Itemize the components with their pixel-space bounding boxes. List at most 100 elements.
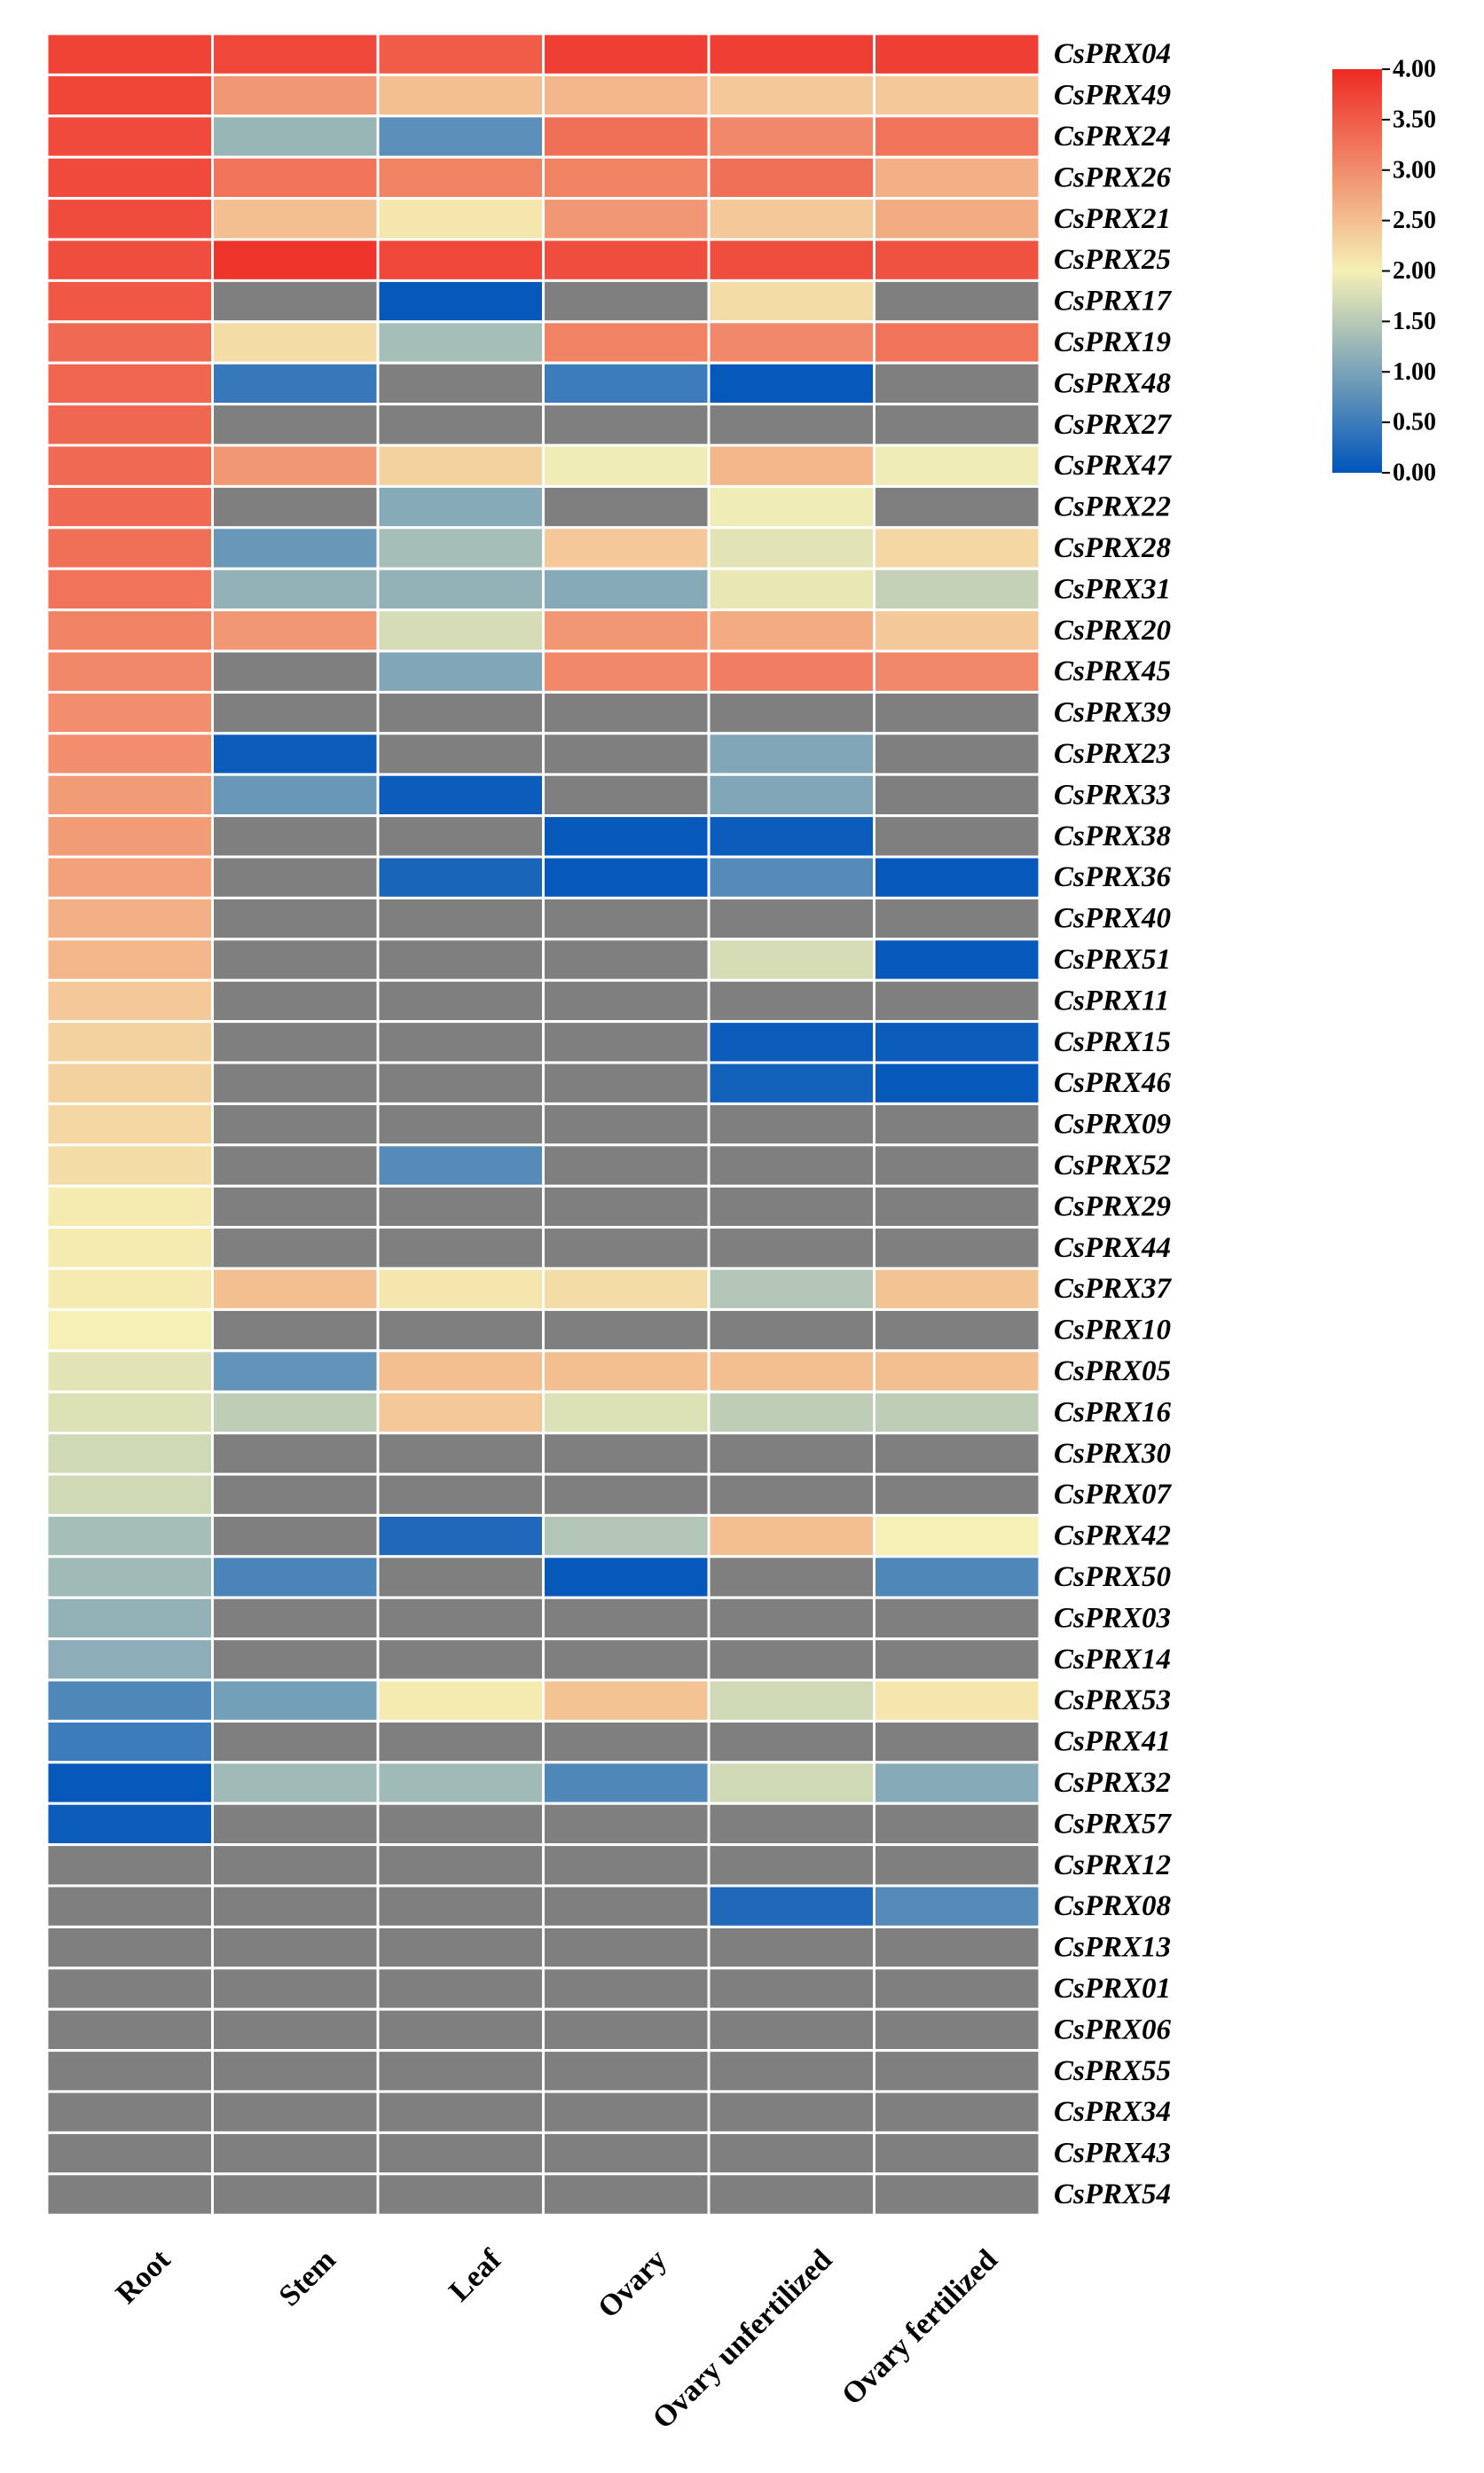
heatmap-cell-csprx52-4 (542, 1143, 711, 1188)
heatmap-cell-csprx15-5 (707, 1020, 875, 1064)
heatmap-cell-csprx49-5 (707, 73, 875, 118)
heatmap-cell-csprx30-4 (542, 1432, 711, 1476)
row-label-csprx34: CsPRX34 (1054, 2096, 1171, 2128)
heatmap-cell-csprx01-4 (542, 1967, 711, 2011)
heatmap-cell-csprx47-5 (707, 444, 875, 488)
heatmap-cell-csprx34-6 (873, 2090, 1041, 2134)
heatmap-cell-csprx27-1 (45, 403, 214, 447)
heatmap-cell-csprx43-1 (45, 2131, 214, 2176)
heatmap-cell-csprx48-4 (542, 361, 711, 406)
heatmap-cell-csprx05-6 (873, 1349, 1041, 1394)
heatmap-cell-csprx10-1 (45, 1307, 214, 1353)
heatmap-cell-csprx57-1 (45, 1802, 214, 1847)
heatmap-cell-csprx47-6 (873, 444, 1041, 488)
heatmap-cell-csprx41-5 (707, 1719, 875, 1764)
row-label-csprx45: CsPRX45 (1054, 656, 1171, 687)
heatmap-cell-csprx30-3 (376, 1432, 545, 1476)
row-label-csprx36: CsPRX36 (1054, 861, 1172, 893)
row-label-csprx05: CsPRX05 (1054, 1355, 1171, 1387)
heatmap-cell-csprx25-6 (873, 238, 1041, 282)
heatmap-cell-csprx38-6 (873, 814, 1041, 859)
heatmap-cell-csprx28-1 (45, 526, 214, 570)
heatmap-cell-csprx08-4 (542, 1884, 711, 1928)
row-label-csprx20: CsPRX20 (1054, 615, 1171, 647)
heatmap-cell-csprx01-5 (707, 1967, 875, 2011)
row-label-csprx27: CsPRX27 (1054, 409, 1173, 441)
heatmap-cell-csprx20-3 (376, 608, 545, 653)
heatmap-cell-csprx34-1 (45, 2090, 214, 2134)
heatmap-cell-csprx21-5 (707, 197, 875, 241)
row-label-csprx26: CsPRX26 (1054, 161, 1172, 193)
colorbar-gradient (1332, 69, 1382, 473)
heatmap-cell-csprx53-2 (211, 1678, 380, 1723)
heatmap-cell-csprx09-1 (45, 1102, 214, 1147)
row-label-csprx14: CsPRX14 (1054, 1644, 1171, 1676)
heatmap-cell-csprx40-3 (376, 896, 545, 941)
heatmap-cell-csprx04-1 (45, 32, 214, 76)
heatmap-cell-csprx47-4 (542, 444, 711, 488)
heatmap-cell-csprx04-2 (211, 32, 380, 76)
heatmap-cell-csprx46-1 (45, 1061, 214, 1105)
heatmap-cell-csprx57-3 (376, 1802, 545, 1847)
heatmap-cell-csprx28-5 (707, 526, 875, 570)
heatmap-cell-csprx10-4 (542, 1307, 711, 1353)
heatmap-cell-csprx51-4 (542, 938, 711, 982)
heatmap-cell-csprx09-4 (542, 1102, 711, 1147)
heatmap-cell-csprx53-5 (707, 1678, 875, 1723)
heatmap-cell-csprx46-5 (707, 1061, 875, 1105)
colorbar-legend: 4.00 3.50 3.00 2.50 2.00 1.50 1.00 0.50 0.00 (1332, 56, 1436, 487)
row-label-csprx03: CsPRX03 (1054, 1602, 1171, 1634)
row-label-csprx29: CsPRX29 (1054, 1190, 1171, 1222)
row-label-csprx53: CsPRX53 (1054, 1684, 1171, 1716)
row-label-csprx31: CsPRX31 (1054, 573, 1171, 605)
heatmap-cell-csprx06-2 (211, 2007, 380, 2053)
heatmap-cell-csprx06-3 (376, 2007, 545, 2053)
heatmap-cell-csprx05-4 (542, 1349, 711, 1394)
heatmap-cell-csprx47-2 (211, 444, 380, 488)
heatmap-cell-csprx53-1 (45, 1678, 214, 1723)
heatmap-cell-csprx17-6 (873, 279, 1041, 324)
heatmap-cell-csprx07-1 (45, 1472, 214, 1517)
row-label-csprx32: CsPRX32 (1054, 1767, 1171, 1799)
heatmap-cell-csprx45-6 (873, 649, 1041, 694)
heatmap-cell-csprx09-5 (707, 1102, 875, 1147)
heatmap-cell-csprx29-5 (707, 1184, 875, 1229)
row-label-csprx12: CsPRX12 (1054, 1849, 1171, 1881)
heatmap-cell-csprx05-2 (211, 1349, 380, 1394)
heatmap-cell-csprx48-1 (45, 361, 214, 406)
heatmap-cell-csprx37-3 (376, 1267, 545, 1311)
heatmap-cell-csprx45-1 (45, 649, 214, 694)
heatmap-cell-csprx48-3 (376, 361, 545, 406)
heatmap-cell-csprx25-5 (707, 238, 875, 282)
colorbar-tick-label: 3.00 (1393, 156, 1436, 184)
colorbar-tick-label: 4.00 (1393, 56, 1436, 83)
heatmap-cell-csprx16-3 (376, 1390, 545, 1435)
heatmap-cell-csprx12-5 (707, 1843, 875, 1888)
heatmap-cell-csprx17-5 (707, 279, 875, 324)
heatmap-cell-csprx49-6 (873, 73, 1041, 118)
heatmap-cell-csprx38-1 (45, 814, 214, 859)
row-label-csprx23: CsPRX23 (1054, 738, 1171, 770)
heatmap-cell-csprx34-5 (707, 2090, 875, 2134)
row-label-csprx25: CsPRX25 (1054, 244, 1171, 276)
heatmap-cell-csprx01-3 (376, 1967, 545, 2011)
heatmap-cell-csprx12-6 (873, 1843, 1041, 1888)
row-label-csprx17: CsPRX17 (1054, 286, 1173, 318)
heatmap-cell-csprx24-2 (211, 114, 380, 159)
heatmap-cell-csprx54-3 (376, 2172, 545, 2217)
heatmap-cell-csprx03-5 (707, 1596, 875, 1641)
row-label-csprx55: CsPRX55 (1054, 2055, 1171, 2087)
heatmap-cell-csprx23-4 (542, 732, 711, 776)
heatmap-cell-csprx38-2 (211, 814, 380, 859)
heatmap-cell-csprx23-6 (873, 732, 1041, 776)
row-label-csprx15: CsPRX15 (1054, 1026, 1171, 1058)
heatmap-cell-csprx21-2 (211, 197, 380, 241)
heatmap-cell-csprx09-2 (211, 1102, 380, 1147)
heatmap-cell-csprx19-6 (873, 320, 1041, 365)
heatmap-cell-csprx42-5 (707, 1513, 875, 1558)
heatmap-cell-csprx26-2 (211, 155, 380, 200)
heatmap-cell-csprx14-3 (376, 1637, 545, 1682)
row-label-csprx39: CsPRX39 (1054, 697, 1171, 729)
